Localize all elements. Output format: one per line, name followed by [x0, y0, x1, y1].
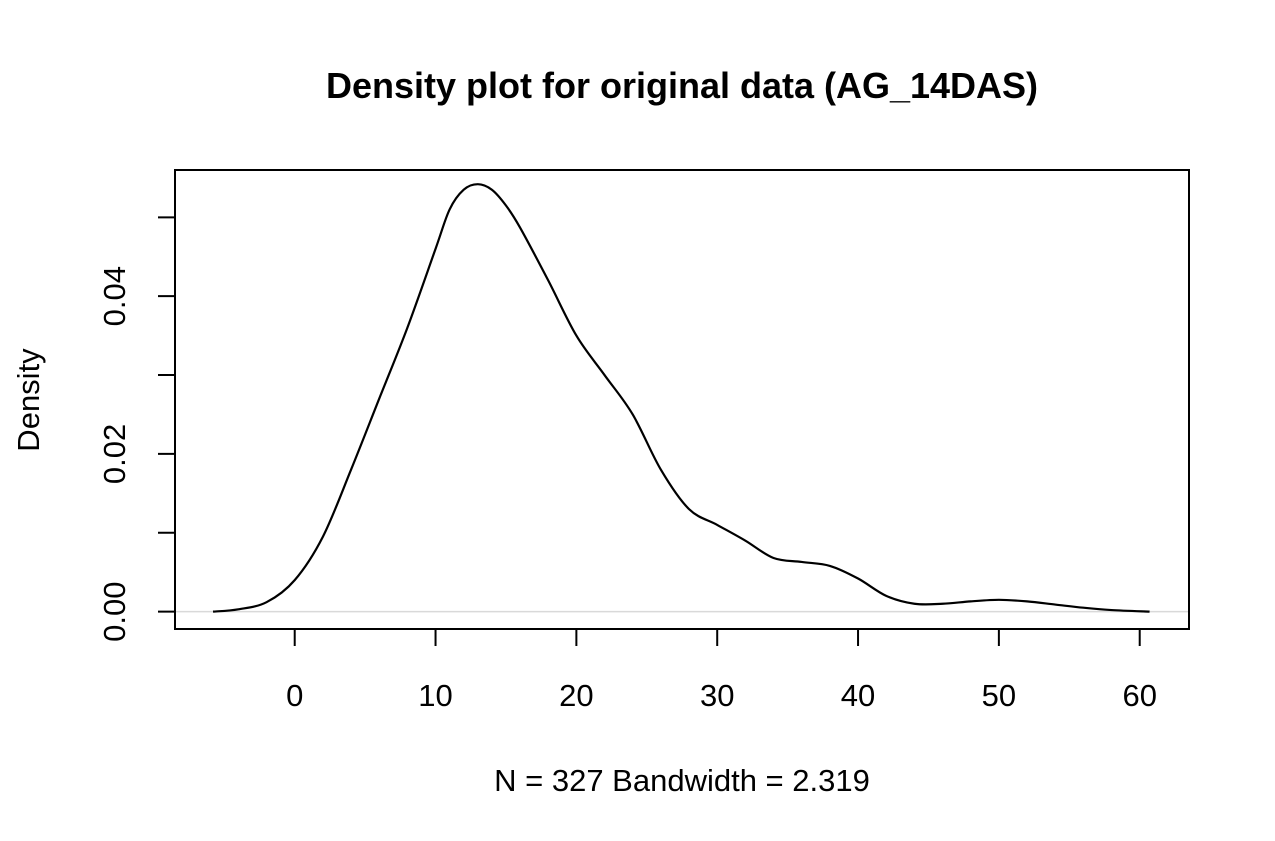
- chart-title: Density plot for original data (AG_14DAS…: [326, 65, 1038, 106]
- plot-frame: [174, 169, 1190, 630]
- x-axis-label: N = 327 Bandwidth = 2.319: [494, 763, 870, 798]
- x-tick-label: 60: [1122, 678, 1156, 713]
- y-axis-label: Density: [11, 348, 46, 452]
- x-tick-label: 50: [982, 678, 1016, 713]
- y-tick-label: 0.02: [97, 424, 132, 484]
- x-tick-label: 30: [700, 678, 734, 713]
- x-tick-label: 40: [841, 678, 875, 713]
- density-curve: [212, 183, 1150, 613]
- y-tick-label: 0.04: [97, 266, 132, 326]
- y-tick-label: 0.00: [97, 581, 132, 641]
- x-tick-label: 10: [418, 678, 452, 713]
- x-tick-label: 20: [559, 678, 593, 713]
- x-axis: 0 10 20 30 40 50 60: [286, 628, 1157, 713]
- y-axis: 0.00 0.02 0.04: [97, 216, 176, 642]
- x-tick-label: 0: [286, 678, 303, 713]
